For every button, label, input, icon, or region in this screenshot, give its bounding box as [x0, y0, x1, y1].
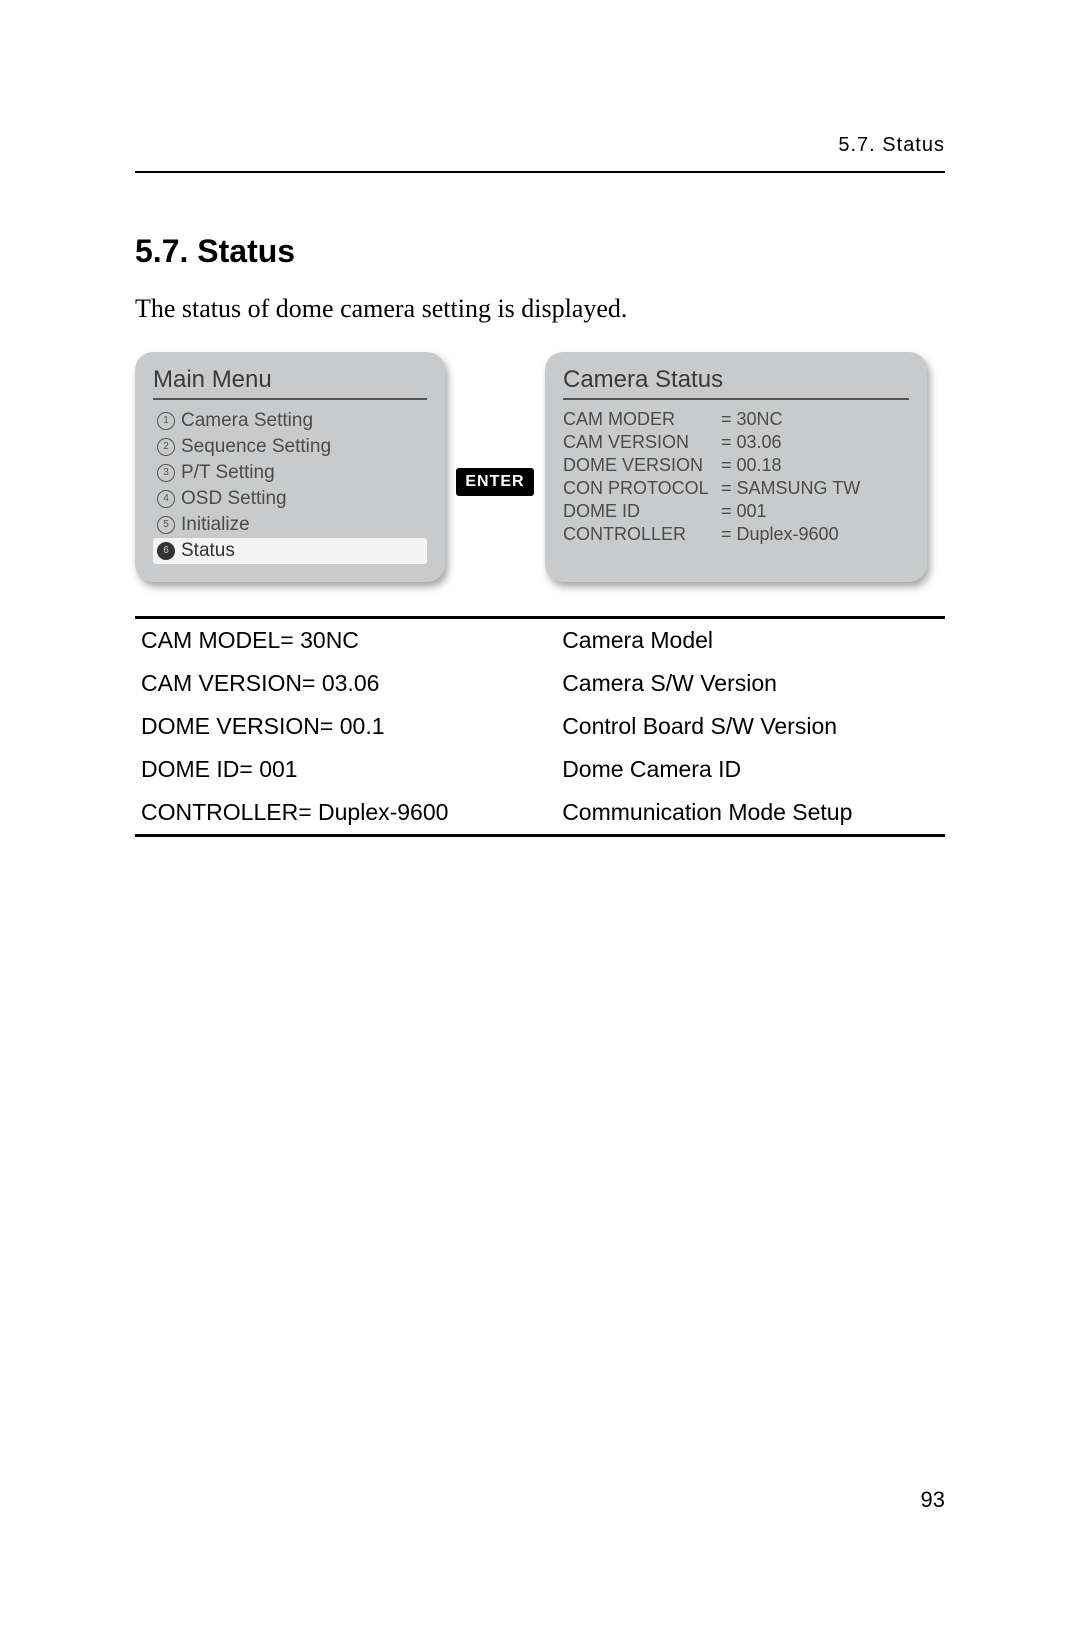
menu-item-initialize[interactable]: 5 Initialize — [153, 512, 427, 538]
status-value: = Duplex-9600 — [721, 524, 909, 545]
status-key: DOME VERSION — [563, 455, 721, 476]
def-desc: Control Board S/W Version — [556, 705, 945, 748]
definitions-table: CAM MODEL= 30NC Camera Model CAM VERSION… — [135, 616, 945, 837]
menu-item-label: Status — [181, 540, 235, 562]
status-value: = 001 — [721, 501, 909, 522]
status-value: = 03.06 — [721, 432, 909, 453]
running-header: 5.7. Status — [135, 134, 945, 157]
menu-item-label: Initialize — [181, 514, 250, 536]
main-menu-panel: Main Menu 1 Camera Setting 2 Sequence Se… — [135, 352, 445, 582]
def-term: CAM VERSION= 03.06 — [135, 662, 556, 705]
header-rule — [135, 171, 945, 173]
menu-num-icon: 1 — [157, 412, 175, 430]
status-key: CAM MODER — [563, 409, 721, 430]
status-key: CONTROLLER — [563, 524, 721, 545]
camera-status-rows: CAM MODER = 30NC CAM VERSION = 03.06 DOM… — [563, 408, 909, 546]
status-value: = SAMSUNG TW — [721, 478, 909, 499]
def-term: CAM MODEL= 30NC — [135, 618, 556, 663]
menu-num-icon: 2 — [157, 438, 175, 456]
menu-item-sequence-setting[interactable]: 2 Sequence Setting — [153, 434, 427, 460]
enter-indicator: ENTER — [455, 438, 535, 496]
menu-item-pt-setting[interactable]: 3 P/T Setting — [153, 460, 427, 486]
table-row: CAM MODEL= 30NC Camera Model — [135, 618, 945, 663]
status-key: CON PROTOCOL — [563, 478, 721, 499]
status-row: DOME ID = 001 — [563, 500, 909, 523]
status-row: CON PROTOCOL = SAMSUNG TW — [563, 477, 909, 500]
def-term: DOME VERSION= 00.1 — [135, 705, 556, 748]
table-end-rule — [135, 836, 945, 838]
main-menu-title: Main Menu — [153, 366, 427, 400]
def-term: CONTROLLER= Duplex-9600 — [135, 791, 556, 836]
menu-num-icon: 6 — [157, 542, 175, 560]
menu-item-status[interactable]: 6 Status — [153, 538, 427, 564]
status-value: = 00.18 — [721, 455, 909, 476]
def-term: DOME ID= 001 — [135, 748, 556, 791]
table-row: DOME ID= 001 Dome Camera ID — [135, 748, 945, 791]
def-desc: Camera S/W Version — [556, 662, 945, 705]
panels-row: Main Menu 1 Camera Setting 2 Sequence Se… — [135, 352, 945, 582]
menu-item-label: OSD Setting — [181, 488, 287, 510]
status-value: = 30NC — [721, 409, 909, 430]
menu-item-camera-setting[interactable]: 1 Camera Setting — [153, 408, 427, 434]
camera-status-title: Camera Status — [563, 366, 909, 400]
table-row: CAM VERSION= 03.06 Camera S/W Version — [135, 662, 945, 705]
def-desc: Communication Mode Setup — [556, 791, 945, 836]
section-title: 5.7. Status — [135, 233, 945, 270]
document-page: 5.7. Status 5.7. Status The status of do… — [0, 0, 1080, 1643]
def-desc: Dome Camera ID — [556, 748, 945, 791]
main-menu-list: 1 Camera Setting 2 Sequence Setting 3 P/… — [153, 408, 427, 564]
menu-item-label: P/T Setting — [181, 462, 275, 484]
menu-num-icon: 3 — [157, 464, 175, 482]
menu-item-label: Camera Setting — [181, 410, 313, 432]
status-key: CAM VERSION — [563, 432, 721, 453]
status-row: DOME VERSION = 00.18 — [563, 454, 909, 477]
table-row: CONTROLLER= Duplex-9600 Communication Mo… — [135, 791, 945, 836]
status-row: CAM MODER = 30NC — [563, 408, 909, 431]
status-row: CAM VERSION = 03.06 — [563, 431, 909, 454]
status-key: DOME ID — [563, 501, 721, 522]
menu-item-label: Sequence Setting — [181, 436, 331, 458]
menu-item-osd-setting[interactable]: 4 OSD Setting — [153, 486, 427, 512]
table-row: DOME VERSION= 00.1 Control Board S/W Ver… — [135, 705, 945, 748]
enter-badge: ENTER — [456, 468, 533, 496]
def-desc: Camera Model — [556, 618, 945, 663]
page-number: 93 — [921, 1487, 945, 1513]
section-intro: The status of dome camera setting is dis… — [135, 294, 945, 324]
menu-num-icon: 4 — [157, 490, 175, 508]
status-row: CONTROLLER = Duplex-9600 — [563, 523, 909, 546]
menu-num-icon: 5 — [157, 516, 175, 534]
camera-status-panel: Camera Status CAM MODER = 30NC CAM VERSI… — [545, 352, 927, 582]
